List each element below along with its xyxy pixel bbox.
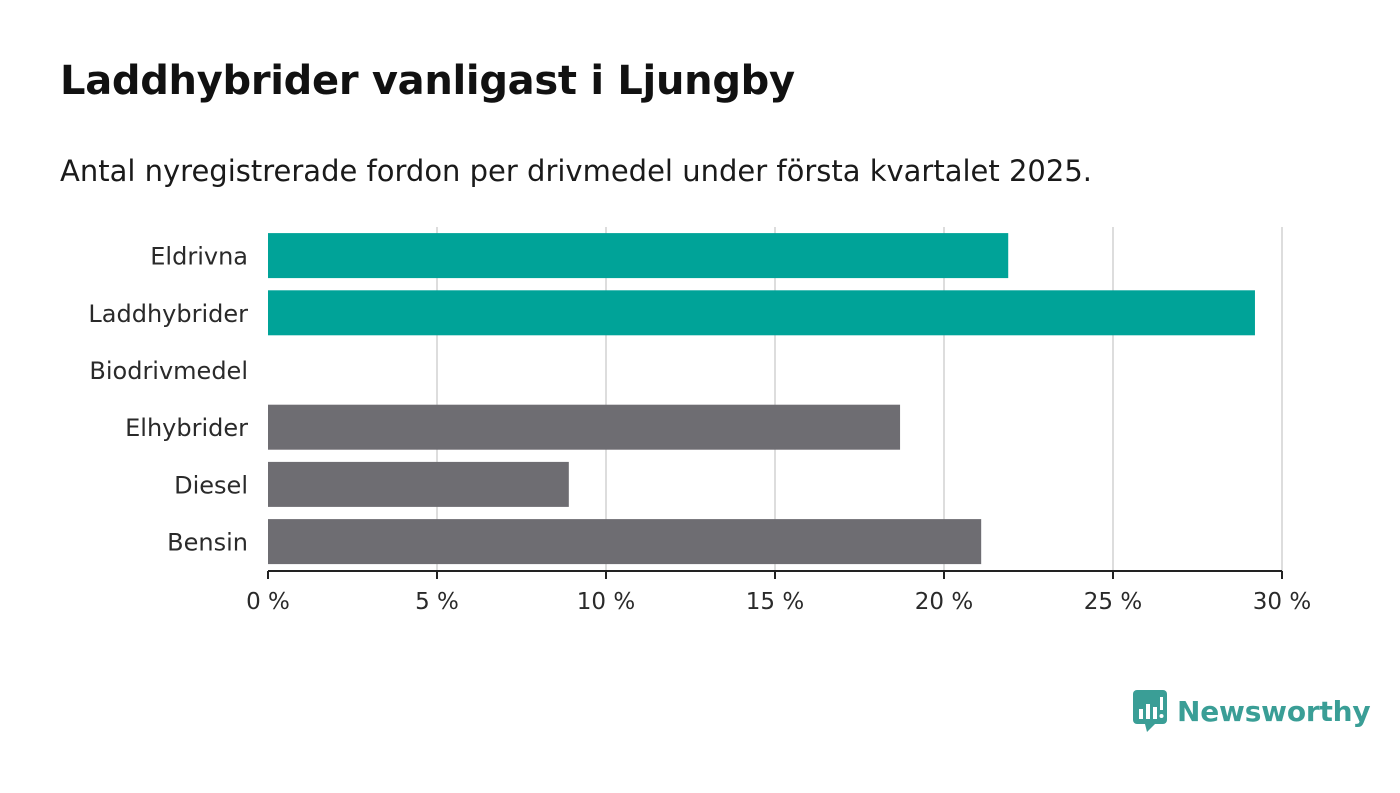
category-label: Laddhybrider xyxy=(88,300,248,328)
x-tick-label: 30 % xyxy=(1253,589,1311,615)
newsworthy-brand: Newsworthy xyxy=(1133,690,1371,732)
category-label: Eldrivna xyxy=(150,243,248,271)
brand-name: Newsworthy xyxy=(1177,694,1371,728)
chart-subtitle: Antal nyregistrerade fordon per drivmede… xyxy=(60,154,1093,188)
bar-laddhybrider xyxy=(268,290,1255,336)
bar-eldrivna xyxy=(268,233,1009,279)
bar-bensin xyxy=(268,519,982,565)
newsworthy-logo-icon xyxy=(1133,690,1167,732)
category-label: Elhybrider xyxy=(125,414,248,442)
category-label: Bensin xyxy=(167,529,248,557)
x-tick-label: 25 % xyxy=(1084,589,1142,615)
x-tick-label: 15 % xyxy=(746,589,804,615)
x-tick-label: 10 % xyxy=(577,589,635,615)
bar-elhybrider xyxy=(268,404,901,450)
x-tick-label: 20 % xyxy=(915,589,973,615)
x-tick-label: 0 % xyxy=(246,589,290,615)
bar-chart: Eldrivna Laddhybrider Biodrivmedel Elhybrid… xyxy=(88,227,1311,615)
bar-diesel xyxy=(268,461,569,507)
category-label: Diesel xyxy=(174,471,248,499)
x-tick-label: 5 % xyxy=(415,589,459,615)
chart-title: Laddhybrider vanligast i Ljungby xyxy=(60,58,795,104)
category-label: Biodrivmedel xyxy=(89,357,248,385)
